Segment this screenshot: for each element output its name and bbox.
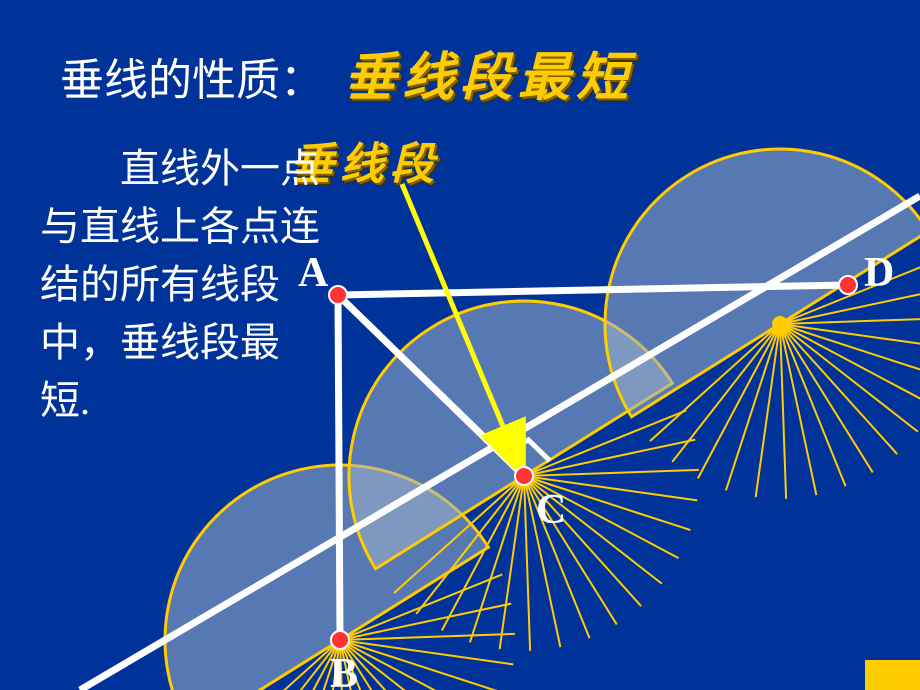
point-A-label: A bbox=[298, 249, 328, 297]
fan-2 bbox=[605, 149, 920, 499]
title-row: 垂线的性质： 垂线段最短 bbox=[60, 35, 634, 110]
title-property-label: 垂线的性质： bbox=[60, 44, 324, 108]
point-B-label: B bbox=[330, 650, 358, 690]
pointer-arrow bbox=[402, 184, 522, 472]
point-C-dot bbox=[514, 466, 534, 486]
title-theorem: 垂线段最短 bbox=[344, 35, 634, 110]
point-A-dot bbox=[328, 285, 348, 305]
point-D-dot bbox=[838, 275, 858, 295]
theorem-body: 直线外一点与直线上各点连结的所有线段中，垂线段最短. bbox=[40, 140, 320, 430]
segment-AB bbox=[338, 295, 340, 640]
corner-accent bbox=[865, 660, 920, 690]
point-C-label: C bbox=[536, 486, 566, 534]
point-D-label: D bbox=[864, 249, 894, 297]
segment-AD bbox=[338, 285, 848, 295]
point-B-dot bbox=[330, 630, 350, 650]
right-angle-mark bbox=[502, 440, 549, 461]
segment-AC bbox=[338, 295, 524, 476]
